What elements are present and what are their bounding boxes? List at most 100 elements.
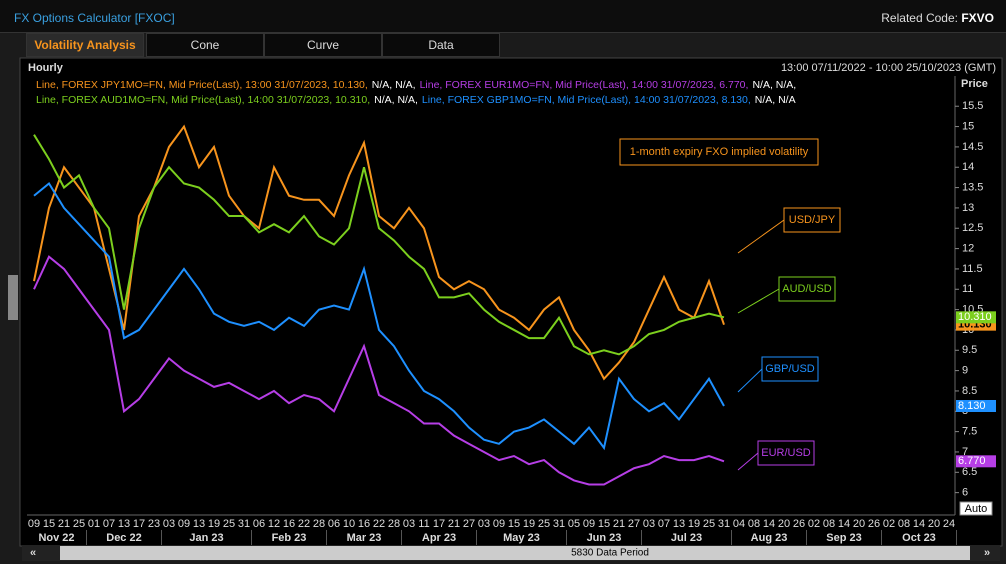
month-label: Jan 23 (189, 532, 223, 544)
series-line (33, 182, 725, 451)
x-tick-label: 07 (658, 518, 670, 530)
last-value: 6.770 (958, 455, 986, 467)
y-tick-label: 9.5 (962, 344, 977, 356)
month-label: May 23 (503, 532, 540, 544)
series-line (33, 124, 725, 381)
y-tick-label: 9 (962, 365, 968, 377)
chart-panel (19, 57, 1003, 547)
x-tick-label: 03 (478, 518, 490, 530)
month-label: Apr 23 (422, 532, 456, 544)
y-tick-label: 6 (962, 487, 968, 499)
x-tick-label: 09 (583, 518, 595, 530)
title-bar: FX Options Calculator [FXOC] Related Cod… (0, 0, 1006, 33)
legend-extra: N/A, N/A, (752, 79, 796, 91)
x-tick-label: 31 (238, 518, 250, 530)
last-value: 10.310 (958, 311, 992, 323)
callout-box (761, 356, 819, 382)
y-tick-label: 8.5 (962, 385, 977, 397)
scroll-thumb[interactable] (60, 546, 970, 560)
x-tick-label: 25 (73, 518, 85, 530)
x-tick-label: 02 (808, 518, 820, 530)
y-tick-label: 12.5 (962, 222, 983, 234)
axis-label: Price (961, 78, 988, 90)
x-tick-label: 13 (118, 518, 130, 530)
x-tick-label: 28 (388, 518, 400, 530)
month-label: Mar 23 (347, 532, 382, 544)
x-tick-label: 14 (913, 518, 925, 530)
y-tick-label: 11 (962, 283, 973, 295)
x-tick-label: 19 (523, 518, 535, 530)
y-tick-label: 12 (962, 242, 974, 254)
x-tick-label: 04 (733, 518, 745, 530)
related-value: FXVO (961, 11, 994, 25)
side-handle[interactable] (8, 275, 18, 320)
tab[interactable]: Volatility Analysis (26, 33, 144, 57)
auto-button[interactable] (959, 501, 993, 516)
last-value: 8.130 (958, 400, 986, 412)
x-tick-label: 21 (448, 518, 460, 530)
x-tick-label: 11 (418, 518, 429, 530)
callout-line (737, 368, 763, 393)
x-tick-label: 03 (643, 518, 655, 530)
x-tick-label: 01 (88, 518, 100, 530)
x-tick-label: 10 (343, 518, 355, 530)
related-code: Related Code: FXVO (881, 11, 994, 25)
scroll-left[interactable]: « (30, 547, 36, 559)
x-tick-label: 09 (28, 518, 40, 530)
callout-box (783, 207, 841, 233)
x-tick-label: 03 (163, 518, 175, 530)
series-line (33, 134, 725, 356)
month-label: Oct 23 (902, 532, 936, 544)
x-tick-label: 27 (463, 518, 475, 530)
x-tick-label: 15 (43, 518, 55, 530)
callout-line (737, 452, 759, 471)
x-tick-label: 15 (508, 518, 520, 530)
app-title: FX Options Calculator [FXOC] (14, 11, 175, 25)
annotation-box (619, 138, 819, 166)
x-tick-label: 12 (268, 518, 280, 530)
x-tick-label: 21 (58, 518, 70, 530)
x-tick-label: 14 (838, 518, 850, 530)
x-tick-label: 20 (928, 518, 940, 530)
y-tick-label: 15 (962, 120, 974, 132)
legend-entry: Line, FOREX AUD1MO=FN, Mid Price(Last), … (36, 94, 370, 106)
x-tick-label: 31 (718, 518, 730, 530)
x-tick-label: 09 (178, 518, 190, 530)
y-tick-label: 15.5 (962, 100, 983, 112)
x-tick-label: 13 (193, 518, 205, 530)
x-tick-label: 25 (538, 518, 550, 530)
y-tick-label: 7 (962, 446, 968, 458)
x-tick-label: 26 (868, 518, 880, 530)
auto-label[interactable]: Auto (965, 503, 988, 515)
related-label: Related Code: (881, 11, 958, 25)
x-tick-label: 02 (883, 518, 895, 530)
data-period: 5830 Data Period (571, 548, 649, 559)
month-label: Feb 23 (272, 532, 307, 544)
month-label: Sep 23 (826, 532, 861, 544)
x-tick-label: 17 (133, 518, 145, 530)
x-tick-label: 25 (223, 518, 235, 530)
x-tick-label: 25 (703, 518, 715, 530)
legend-extra: N/A, N/A, (372, 79, 416, 91)
x-tick-label: 19 (208, 518, 220, 530)
x-tick-label: 24 (943, 518, 955, 530)
tab[interactable]: Cone (146, 33, 264, 57)
x-tick-label: 16 (358, 518, 370, 530)
x-tick-label: 22 (373, 518, 385, 530)
x-tick-label: 21 (613, 518, 625, 530)
x-tick-label: 20 (778, 518, 790, 530)
y-tick-label: 14.5 (962, 141, 983, 153)
x-tick-label: 28 (313, 518, 325, 530)
y-tick-label: 11.5 (962, 263, 983, 275)
y-tick-label: 14 (962, 161, 974, 173)
month-label: Dec 22 (106, 532, 141, 544)
tab[interactable]: Data (382, 33, 500, 57)
x-tick-label: 06 (253, 518, 265, 530)
x-tick-label: 17 (433, 518, 445, 530)
callout-label: USD/JPY (789, 214, 836, 226)
scroll-right[interactable]: » (984, 547, 990, 559)
legend-extra: N/A, N/A, (374, 94, 418, 106)
tab[interactable]: Curve (264, 33, 382, 57)
legend-entry: Line, FOREX JPY1MO=FN, Mid Price(Last), … (36, 79, 368, 91)
x-tick-label: 06 (328, 518, 340, 530)
